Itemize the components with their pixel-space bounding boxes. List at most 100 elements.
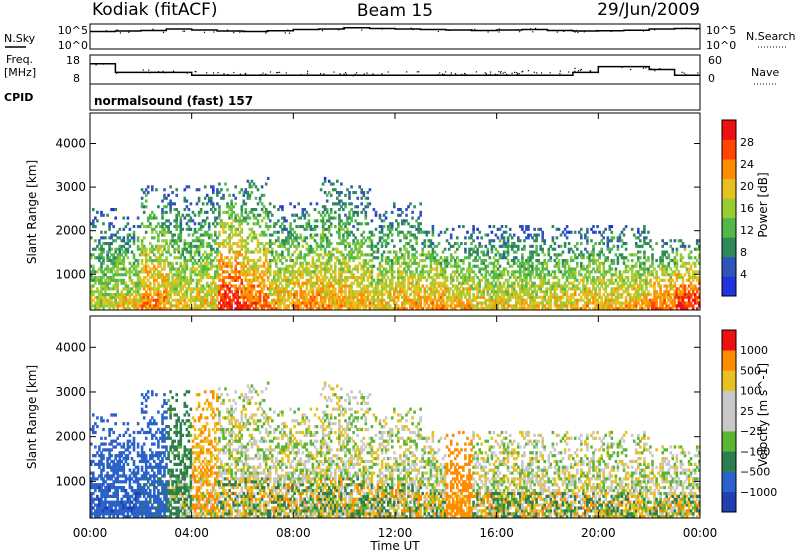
power-cell [287,276,290,280]
power-cell [531,244,534,248]
power-cell [169,205,172,209]
power-cell [228,259,231,263]
power-cell [281,256,284,260]
nave-point [269,71,272,73]
power-cell [327,278,331,282]
power-cell [100,250,103,254]
power-cell [305,281,309,285]
power-cell [240,230,244,234]
nsky-panel [89,23,701,50]
power-cell [403,259,406,263]
power-cell [122,307,126,311]
power-cell [144,295,148,299]
power-cell [350,273,353,277]
power-cell [264,233,268,237]
power-cell [504,267,508,271]
power-cell [348,259,351,263]
power-cell [293,290,296,294]
power-cell [214,273,217,277]
power-cell [584,276,587,280]
power-cell [214,284,217,288]
power-cell [273,301,276,305]
power-cell [403,236,406,240]
power-cell [183,264,187,268]
power-cell [124,301,128,305]
power-cell [159,244,162,248]
nave-point [465,73,467,76]
power-cell [407,295,410,299]
power-cell [167,193,170,197]
power-cell [254,298,258,302]
power-cell [590,253,593,257]
power-cell [573,270,577,274]
power-cell [407,276,410,280]
power-cell [533,304,536,308]
power-cell [242,239,246,243]
power-cell [254,267,258,271]
power-cell [199,210,203,214]
power-cell [340,290,343,294]
power-cell [476,276,479,280]
power-cell [220,295,223,299]
nave-point [511,72,513,74]
power-cell [480,250,483,254]
power-cell [96,301,99,305]
power-cell [191,290,195,294]
power-cell [234,242,237,246]
power-cell [390,287,394,291]
power-cell [350,276,353,280]
nave-point [245,73,247,75]
power-cell [114,298,117,302]
power-cell [582,307,585,311]
power-cell [592,301,595,305]
power-cell [309,244,313,248]
power-cell [576,247,579,251]
power-cell [380,307,384,311]
power-cell [515,270,518,274]
power-cell [368,273,372,277]
power-cell [451,307,455,311]
power-cell [547,304,551,308]
power-cell [157,281,160,285]
power-cell [567,273,571,277]
power-cell [580,295,583,299]
power-cell [425,284,429,288]
power-cell [478,301,481,305]
power-cell [498,270,502,274]
power-cell [305,284,309,288]
power-cell [126,307,130,311]
power-cell [531,270,534,274]
power-cell [181,295,185,299]
power-cell [486,253,490,257]
power-cell [185,199,189,203]
power-cell [393,205,396,209]
power-cell [130,287,134,291]
power-cell [372,208,376,212]
power-cell [533,267,536,271]
power-cell [490,261,494,265]
power-cell [165,205,168,209]
power-cell [594,301,597,305]
power-cell [580,250,583,254]
power-cell [283,219,286,223]
power-cell [106,276,109,280]
power-cell [183,199,187,203]
power-cell [248,301,252,305]
power-cell [246,222,250,226]
power-cell [439,230,443,234]
power-cell [494,293,498,297]
power-cell [449,298,453,302]
power-cell [236,233,239,237]
power-cell [563,293,567,297]
power-cell [421,259,424,263]
power-cell [561,295,565,299]
power-cell [98,256,101,260]
power-cell [159,259,162,263]
power-cell [431,253,435,257]
power-cell [395,284,398,288]
power-cell [500,295,504,299]
power-cell [187,244,191,248]
power-cell [378,298,382,302]
power-cell [384,290,388,294]
power-cell [199,261,203,265]
